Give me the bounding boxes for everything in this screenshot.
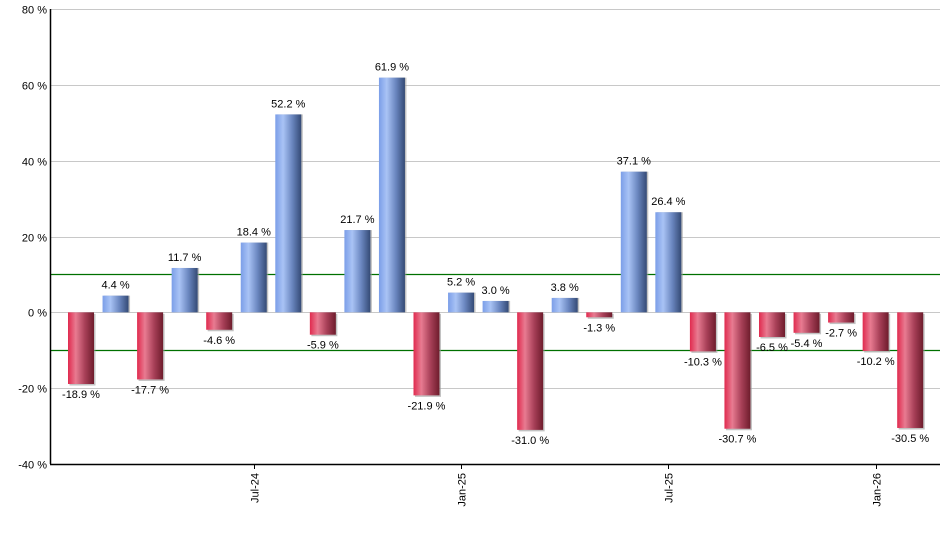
- y-tick-label: -40 %: [18, 460, 47, 472]
- bar-Oct-24: 21.7 %: [340, 214, 375, 313]
- bar-Jun-24: -4.6 %: [203, 312, 235, 347]
- bar-Sep-25: -30.7 %: [718, 312, 757, 446]
- y-tick-label: 0 %: [28, 308, 47, 320]
- bar-Apr-24: -17.7 %: [131, 312, 169, 396]
- bar-Oct-25: -6.5 %: [756, 312, 788, 354]
- bar-value-label: 5.2 %: [447, 277, 475, 289]
- bar-value-label: 21.7 %: [340, 214, 374, 226]
- x-tick-label: Jan-25: [457, 473, 469, 507]
- bar-value-label: 4.4 %: [101, 280, 129, 292]
- bar-Jan-25: 5.2 %: [447, 277, 476, 313]
- bar-value-label: 52.2 %: [271, 98, 305, 110]
- axes: [49, 9, 940, 469]
- y-tick-label: -20 %: [18, 384, 47, 396]
- bar-value-label: 18.4 %: [237, 227, 271, 239]
- bar-Apr-25: 3.8 %: [551, 282, 580, 313]
- bar-value-label: -30.5 %: [891, 433, 929, 445]
- bar-Feb-26: -30.5 %: [891, 312, 929, 445]
- x-tick-label: Jul-24: [250, 473, 262, 503]
- bar-value-label: 11.7 %: [168, 252, 202, 264]
- y-tick-label: 20 %: [22, 233, 47, 245]
- bar-Dec-24: -21.9 %: [408, 312, 446, 412]
- bar-value-label: -6.5 %: [756, 342, 788, 354]
- bar-Nov-25: -5.4 %: [791, 312, 823, 350]
- y-axis-labels: 80 % 60 % 40 % 20 % 0 % -20 % -40 %: [18, 5, 47, 472]
- bar-Dec-25: -2.7 %: [825, 312, 857, 340]
- bar-value-label: -17.7 %: [131, 384, 169, 396]
- bar-Feb-24: -18.9 %: [62, 312, 100, 401]
- bar-value-label: -10.2 %: [857, 356, 895, 368]
- x-tick-label: Jul-25: [664, 473, 676, 503]
- y-tick-label: 40 %: [22, 157, 47, 169]
- bar-value-label: -4.6 %: [203, 335, 235, 347]
- bar-May-25: -1.3 %: [583, 312, 615, 334]
- bar-value-label: 37.1 %: [617, 156, 651, 168]
- bar-value-label: 61.9 %: [375, 62, 409, 74]
- bar-value-label: -2.7 %: [825, 328, 857, 340]
- y-tick-label: 60 %: [22, 81, 47, 93]
- bar-Mar-24: 4.4 %: [101, 280, 131, 313]
- bar-Sep-24: -5.9 %: [307, 312, 339, 352]
- bar-Mar-25: -31.0 %: [511, 312, 549, 447]
- bar-value-label: 3.0 %: [482, 285, 510, 297]
- bar-value-label: -21.9 %: [408, 400, 446, 412]
- bars: -18.9 % 4.4 % -17.7 % 11.7 % -4.6 % 18.4 % 52.…: [62, 62, 929, 447]
- bar-May-24: 11.7 %: [168, 252, 202, 313]
- bar-Aug-25: -10.3 %: [684, 312, 722, 368]
- bar-value-label: 26.4 %: [651, 196, 685, 208]
- bar-value-label: -1.3 %: [583, 322, 615, 334]
- bar-Jul-25: 26.4 %: [651, 196, 686, 313]
- bar-value-label: -30.7 %: [718, 434, 756, 446]
- x-tick-label: Jan-26: [872, 473, 884, 507]
- bar-value-label: -10.3 %: [684, 356, 722, 368]
- gridlines: [50, 9, 940, 389]
- x-axis-labels: Jul-24 Jan-25 Jul-25 Jan-26: [250, 473, 884, 507]
- bar-Feb-25: 3.0 %: [482, 285, 511, 313]
- bar-value-label: -5.9 %: [307, 340, 339, 352]
- bar-value-label: -31.0 %: [511, 435, 549, 447]
- bar-value-label: 3.8 %: [551, 282, 579, 294]
- bar-value-label: -5.4 %: [791, 338, 823, 350]
- bar-Aug-24: 52.2 %: [271, 98, 306, 313]
- bar-value-label: -18.9 %: [62, 389, 100, 401]
- y-tick-label: 80 %: [22, 5, 47, 17]
- bar-Jul-24: 18.4 %: [237, 227, 271, 313]
- bar-Nov-24: 61.9 %: [375, 62, 409, 313]
- bar-Jun-25: 37.1 %: [617, 156, 651, 313]
- bar-Jan-26: -10.2 %: [857, 312, 895, 368]
